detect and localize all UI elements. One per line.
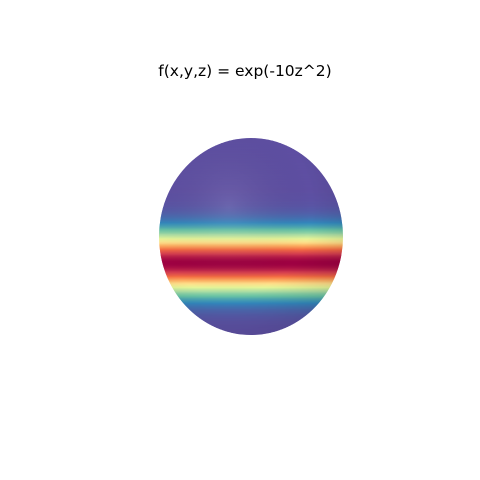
plot-title: f(x,y,z) = exp(-10z^2): [158, 62, 332, 80]
sphere-shading: [159, 138, 343, 335]
